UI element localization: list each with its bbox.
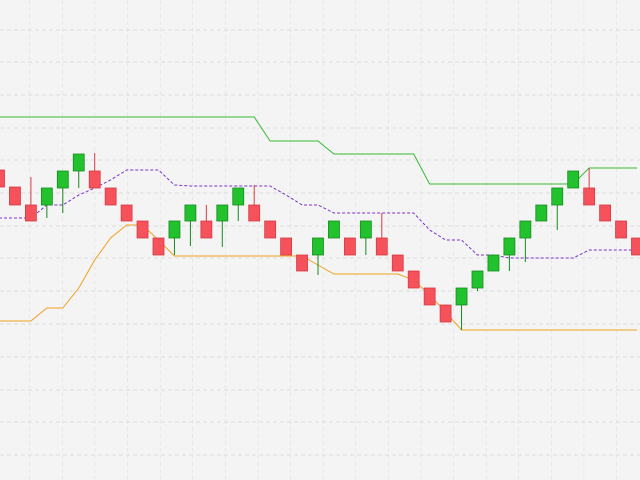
candle-body — [136, 220, 149, 239]
candle-body — [599, 204, 611, 222]
candle-body — [423, 287, 436, 306]
candle-body — [280, 237, 293, 256]
candle-body — [407, 270, 420, 289]
indicator-line — [0, 169, 637, 259]
candle-body — [0, 169, 5, 188]
candle-body — [216, 204, 229, 222]
candle-body — [551, 187, 564, 206]
candle-body — [248, 204, 261, 222]
candle-body — [9, 186, 21, 206]
candle-body — [232, 187, 245, 206]
candle-body — [328, 220, 340, 239]
candle-body — [519, 220, 532, 239]
candle-body — [120, 204, 133, 222]
candle-body — [391, 254, 404, 272]
candle-body — [487, 254, 500, 272]
candle-body — [615, 220, 627, 239]
candle-body — [72, 153, 85, 172]
candle-body — [583, 187, 596, 206]
candle-body — [312, 237, 324, 256]
candle-body — [152, 237, 165, 256]
candle-body — [535, 204, 548, 222]
candle-body — [503, 237, 516, 256]
candle-body — [104, 187, 117, 206]
candle-body — [200, 220, 213, 239]
candle-body — [56, 170, 69, 189]
indicator-line — [0, 116, 637, 185]
candle-body — [343, 237, 356, 256]
candle-body — [455, 287, 468, 306]
candle-body — [88, 170, 101, 189]
candle-body — [375, 237, 388, 256]
candle-body — [471, 270, 484, 289]
candle-body — [184, 204, 197, 222]
candle-body — [40, 187, 53, 206]
candle-body — [439, 304, 452, 323]
candle-body — [24, 204, 37, 222]
candle-body — [264, 220, 277, 239]
candle-body — [359, 220, 372, 239]
candle-body — [631, 237, 640, 256]
candle-body — [296, 254, 308, 272]
candle-body — [168, 220, 181, 239]
candle-body — [567, 170, 580, 189]
